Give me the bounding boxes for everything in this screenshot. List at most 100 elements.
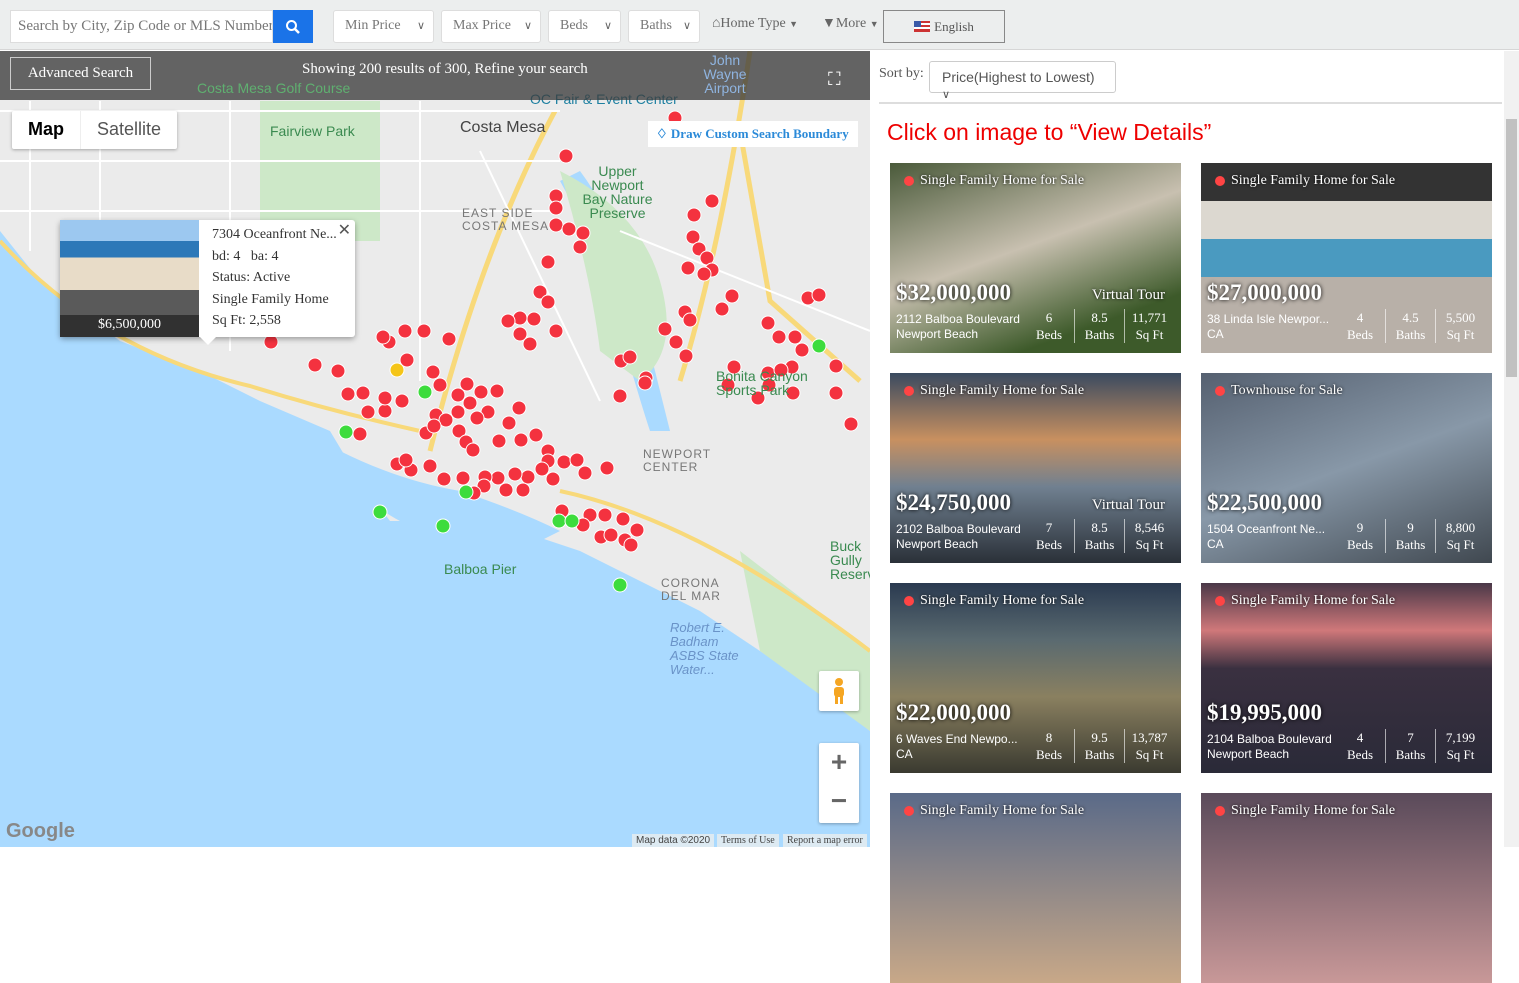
listing-marker[interactable] — [761, 377, 777, 393]
map[interactable]: OC Fair & Event Center Fairview Park Cos… — [0, 51, 870, 847]
listing-card[interactable]: Single Family Home for Sale — [890, 793, 1181, 983]
search-input[interactable]: Search by City, Zip Code or MLS Number — [10, 10, 273, 43]
listing-marker[interactable] — [532, 284, 548, 300]
listing-marker[interactable] — [726, 359, 742, 375]
sort-select[interactable]: Price(Highest to Lowest) ∨ — [929, 61, 1116, 101]
listing-marker[interactable] — [534, 461, 550, 477]
listing-marker[interactable] — [441, 331, 457, 347]
listing-marker[interactable] — [465, 442, 481, 458]
listing-marker[interactable] — [561, 221, 577, 237]
listing-marker[interactable] — [750, 390, 766, 406]
listing-marker[interactable] — [455, 470, 471, 486]
listing-marker[interactable] — [426, 418, 442, 434]
listing-marker[interactable] — [773, 362, 789, 378]
listing-marker[interactable] — [513, 432, 529, 448]
zoom-in-button[interactable]: + — [830, 746, 848, 777]
listing-marker[interactable] — [425, 364, 441, 380]
listing-card[interactable]: Single Family Home for Sale — [1201, 793, 1492, 983]
listing-marker[interactable] — [612, 388, 628, 404]
listing-marker[interactable] — [657, 321, 673, 337]
listing-marker[interactable] — [548, 323, 564, 339]
listing-marker[interactable] — [491, 433, 507, 449]
listing-marker[interactable] — [473, 384, 489, 400]
fullscreen-icon[interactable]: ⛶ — [828, 69, 841, 89]
listing-marker[interactable] — [572, 239, 588, 255]
listing-card[interactable]: Single Family Home for Sale $27,000,000 38… — [1201, 163, 1492, 353]
listing-marker[interactable] — [490, 470, 506, 486]
street-view-pegman[interactable] — [819, 671, 859, 711]
listing-marker[interactable] — [307, 357, 323, 373]
listing-marker[interactable] — [352, 426, 368, 442]
listing-marker-new[interactable] — [612, 577, 628, 593]
listing-marker[interactable] — [399, 352, 415, 368]
listing-marker[interactable] — [450, 404, 466, 420]
listing-marker[interactable] — [575, 225, 591, 241]
listing-marker[interactable] — [540, 294, 556, 310]
satellite-tab[interactable]: Satellite — [97, 119, 162, 139]
listing-marker[interactable] — [771, 329, 787, 345]
max-price-select[interactable]: Max Price ∨ — [441, 10, 541, 43]
listing-marker[interactable] — [500, 313, 516, 329]
listing-marker[interactable] — [526, 311, 542, 327]
listing-marker[interactable] — [397, 323, 413, 339]
listing-card[interactable]: Single Family Home for Sale $24,750,000 Vi… — [890, 373, 1181, 563]
listing-photo[interactable] — [60, 220, 199, 337]
listing-marker[interactable] — [668, 334, 684, 350]
baths-select[interactable]: Baths ∨ — [628, 10, 700, 43]
listing-marker[interactable] — [682, 312, 698, 328]
listing-marker[interactable] — [360, 404, 376, 420]
min-price-select[interactable]: Min Price ∨ — [333, 10, 434, 43]
listing-marker[interactable] — [685, 229, 701, 245]
listing-marker[interactable] — [340, 386, 356, 402]
listing-marker[interactable] — [450, 387, 466, 403]
terms-link[interactable]: Terms of Use — [717, 834, 779, 847]
listing-marker[interactable] — [720, 377, 736, 393]
virtual-tour-link[interactable]: Virtual Tour — [1091, 287, 1165, 303]
listing-marker[interactable] — [577, 465, 593, 481]
listing-marker[interactable] — [520, 469, 536, 485]
listing-marker[interactable] — [355, 385, 371, 401]
listing-marker[interactable] — [724, 288, 740, 304]
virtual-tour-link[interactable]: Virtual Tour — [1091, 497, 1165, 513]
listing-marker[interactable] — [811, 287, 827, 303]
listing-marker[interactable] — [377, 390, 393, 406]
listing-marker[interactable] — [760, 315, 776, 331]
report-error-link[interactable]: Report a map error — [783, 834, 867, 847]
listing-marker[interactable] — [432, 377, 448, 393]
listing-marker[interactable] — [843, 416, 859, 432]
listing-marker[interactable] — [515, 482, 531, 498]
listing-marker[interactable] — [330, 363, 346, 379]
listing-marker[interactable] — [785, 385, 801, 401]
beds-select[interactable]: Beds ∨ — [548, 10, 621, 43]
listing-marker-new[interactable] — [458, 484, 474, 500]
listing-marker[interactable] — [459, 376, 475, 392]
listing-marker-selected[interactable] — [389, 362, 405, 378]
listing-card[interactable]: Single Family Home for Sale $32,000,000 Vi… — [890, 163, 1181, 353]
scrollbar[interactable] — [1504, 51, 1519, 847]
listing-marker[interactable] — [501, 415, 517, 431]
listing-marker[interactable] — [696, 266, 712, 282]
listing-marker[interactable] — [828, 385, 844, 401]
listing-marker[interactable] — [436, 471, 452, 487]
listing-marker[interactable] — [498, 482, 514, 498]
listing-marker[interactable] — [375, 329, 391, 345]
listing-marker[interactable] — [828, 358, 844, 374]
listing-marker[interactable] — [548, 200, 564, 216]
listing-marker[interactable] — [704, 193, 720, 209]
listing-marker-new[interactable] — [338, 424, 354, 440]
listing-marker[interactable] — [637, 375, 653, 391]
listing-marker[interactable] — [522, 336, 538, 352]
listing-marker[interactable] — [622, 349, 638, 365]
listing-marker[interactable] — [599, 460, 615, 476]
listing-marker-new[interactable] — [551, 513, 567, 529]
listing-marker[interactable] — [469, 410, 485, 426]
listing-marker[interactable] — [422, 458, 438, 474]
listing-marker[interactable] — [528, 427, 544, 443]
listing-marker[interactable] — [462, 395, 478, 411]
listing-marker[interactable] — [545, 471, 561, 487]
listing-marker-new[interactable] — [435, 518, 451, 534]
listing-marker[interactable] — [787, 329, 803, 345]
listing-marker-new[interactable] — [417, 384, 433, 400]
listing-marker[interactable] — [540, 254, 556, 270]
listing-marker[interactable] — [794, 342, 810, 358]
